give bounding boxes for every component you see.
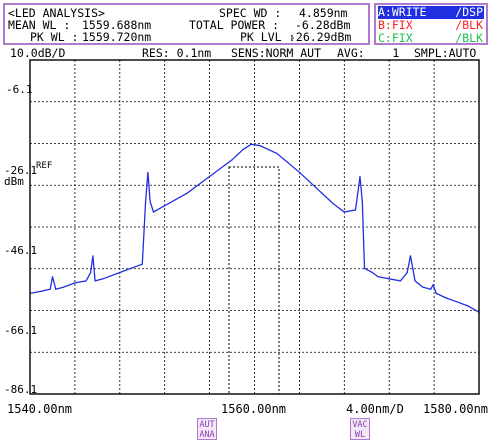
spec-wd-value: 4.859nm xyxy=(299,6,348,20)
x-end-label: 1580.00nm xyxy=(423,402,489,416)
trace-legend: A:WRITE /DSP B:FIX /BLK C:FIX /BLK xyxy=(374,3,488,45)
spectrum-data-point xyxy=(74,282,76,284)
analysis-panel: <LED ANALYSIS> MEAN WL : 1559.688nm PK W… xyxy=(3,3,370,45)
spectrum-data-point xyxy=(85,280,87,282)
trace-a-display: /DSP xyxy=(455,5,483,19)
total-power-value: -6.28dBm xyxy=(295,18,351,32)
plot-frame xyxy=(29,59,480,395)
spectrum-data-point xyxy=(388,278,390,280)
resolution-setting: RES: 0.1nm xyxy=(142,46,212,60)
pk-lvl-label: PK LVL : xyxy=(240,30,296,44)
spectrum-data-point xyxy=(377,276,379,278)
trace-b-status[interactable]: B:FIX /BLK xyxy=(378,19,484,32)
spectrum-data-point xyxy=(102,278,104,280)
spectrum-data-point xyxy=(147,171,149,173)
pk-lvl-value: -26.29dBm xyxy=(289,30,352,44)
spectrum-data-point xyxy=(363,267,366,269)
analysis-title: <LED ANALYSIS> xyxy=(8,6,105,20)
spectrum-data-point xyxy=(130,267,132,269)
spectrum-data-point xyxy=(359,175,361,178)
spectrum-data-point xyxy=(467,305,469,307)
vacuum-wavelength-button[interactable]: VAC WL xyxy=(350,418,370,440)
x-start-label: 1540.00nm xyxy=(7,402,73,416)
spectrum-data-point xyxy=(276,152,278,155)
spec-wd-label: SPEC WD : xyxy=(219,6,282,20)
spectrum-data-point xyxy=(242,148,244,150)
spectrum-data-point xyxy=(361,200,363,203)
spectrum-data-point xyxy=(94,280,96,282)
y-tick-label: -46.1 xyxy=(4,244,38,257)
trace-c-mode: C:FIX xyxy=(378,31,413,45)
scale-setting: 10.0dB/D xyxy=(10,46,66,60)
spectrum-data-point xyxy=(55,288,57,290)
sensitivity-setting: SENS:NORM AUT xyxy=(231,46,322,60)
spectrum-data-point xyxy=(332,203,334,205)
trace-c-display: /BLK xyxy=(455,31,483,45)
trace-b-display: /BLK xyxy=(455,18,483,32)
trace-b-mode: B:FIX xyxy=(378,18,413,32)
y-tick-label: -86.1 xyxy=(4,383,38,396)
spectrum-data-point xyxy=(435,292,437,294)
spectrum-data-point xyxy=(152,211,155,213)
pk-wl-label: PK WL : xyxy=(30,30,79,44)
average-setting: AVG: 1 xyxy=(337,46,400,60)
spectrum-data-point xyxy=(90,271,92,274)
spectrum-data-point xyxy=(455,301,458,303)
spectrum-data-point xyxy=(354,209,357,211)
spectrum-data-point xyxy=(40,290,42,292)
spectrum-data-point xyxy=(414,280,416,282)
y-tick-label: -26.1 xyxy=(4,164,38,177)
spectrum-data-point xyxy=(409,255,412,257)
spectrum-data-point xyxy=(422,286,424,288)
x-center-label: 1560.00nm xyxy=(221,402,287,416)
mean-wl-label: MEAN WL : xyxy=(8,18,71,32)
spectrum-data-point xyxy=(164,205,166,207)
spectrum-data-point xyxy=(186,192,188,194)
spectrum-data-point xyxy=(406,271,408,274)
center-wavelength-marker xyxy=(228,166,280,395)
spectrum-data-point xyxy=(371,271,373,274)
sampling-setting: SMPL:AUTO xyxy=(414,46,477,60)
y-unit-label: dBm xyxy=(4,175,24,188)
spectrum-data-point xyxy=(209,175,211,178)
total-power-label: TOTAL POWER : xyxy=(189,18,280,32)
y-tick-label: -6.1 xyxy=(6,83,33,96)
ref-marker-label: REF xyxy=(36,161,53,171)
spectrum-data-point xyxy=(63,286,65,288)
auto-analysis-button[interactable]: AUT ANA xyxy=(197,418,217,440)
spectrum-data-point xyxy=(343,211,345,213)
trace-a-mode: A:WRITE xyxy=(378,5,427,19)
spectrum-data-point xyxy=(321,192,323,194)
spectrum-data-point xyxy=(432,284,434,286)
spectrum-data-point xyxy=(108,276,110,278)
spectrum-data-point xyxy=(399,280,401,282)
spectrum-data-point xyxy=(149,200,151,203)
spectrum-data-point xyxy=(430,288,432,290)
x-span-label: 4.00nm/D xyxy=(346,402,404,416)
spectrum-data-point xyxy=(51,276,54,278)
chart-grid xyxy=(30,60,479,394)
y-tick-label: -66.1 xyxy=(4,324,38,337)
spectrum-data-point xyxy=(259,145,261,147)
trace-a-status[interactable]: A:WRITE /DSP xyxy=(378,6,484,19)
spectrum-data-point xyxy=(49,288,51,290)
spectrum-data-point xyxy=(298,171,300,173)
mean-wl-value: 1559.688nm xyxy=(82,18,152,32)
spectrum-data-point xyxy=(119,271,121,274)
spectrum-data-point xyxy=(231,159,233,161)
spectrum-data-point xyxy=(444,297,446,299)
pk-wl-value: 1559.720nm xyxy=(82,30,152,44)
spectrum-data-point xyxy=(141,263,143,265)
spectrum-data-point xyxy=(92,255,94,257)
trace-c-status[interactable]: C:FIX /BLK xyxy=(378,32,484,45)
spectrum-data-point xyxy=(145,200,147,203)
spectrum-data-point xyxy=(250,143,252,145)
